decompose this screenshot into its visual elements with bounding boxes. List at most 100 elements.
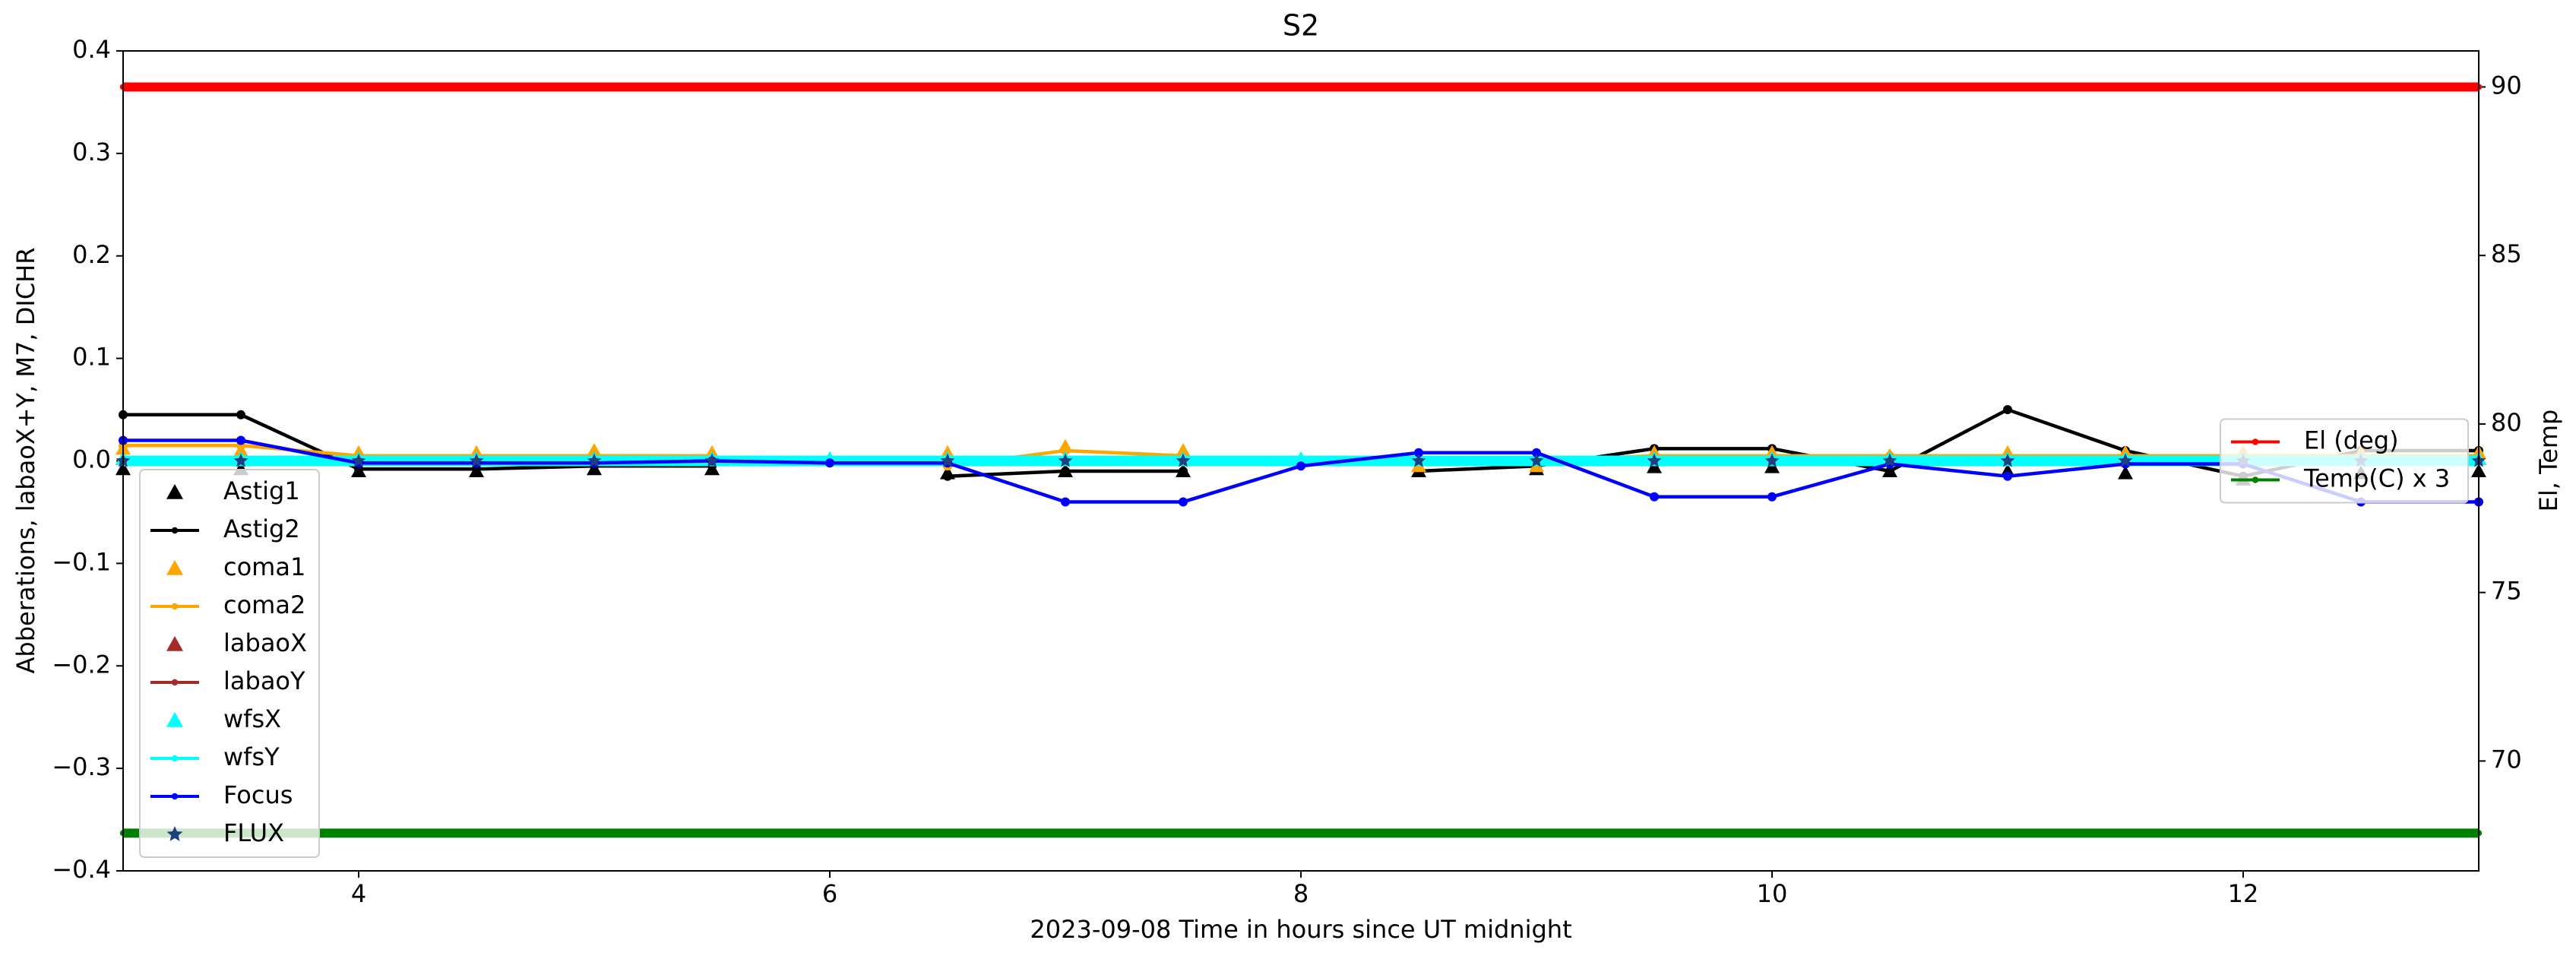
marker [1179, 84, 1187, 90]
marker [355, 84, 362, 90]
marker [944, 84, 951, 90]
y2-tick-label: 90 [2491, 71, 2522, 100]
y-tick-label: 0.3 [72, 138, 111, 166]
marker [1767, 492, 1777, 502]
marker [826, 84, 834, 90]
y-tick-label: −0.1 [52, 547, 111, 576]
y-axis-label: Abberations, labaoX+Y, M7, DICHR [11, 248, 40, 674]
marker [1650, 84, 1658, 90]
marker [2122, 830, 2129, 837]
legend-label: FLUX [223, 818, 284, 847]
marker [2003, 471, 2012, 481]
marker [1647, 459, 1662, 473]
marker [1885, 466, 1894, 476]
marker [171, 679, 179, 686]
marker [171, 793, 179, 800]
marker [708, 830, 716, 837]
y2-tick-label: 85 [2491, 239, 2522, 268]
marker [1768, 84, 1776, 90]
legend: Astig1 Astig2 coma1 coma2 labaoX labaoY wfsX wf… [139, 469, 320, 858]
y-tick-label: −0.2 [52, 650, 111, 679]
marker [1061, 497, 1070, 507]
x-axis-label: 2023-09-08 Time in hours since UT midnig… [1030, 915, 1571, 944]
y-tick-label: 0.1 [72, 343, 111, 372]
series [119, 828, 2483, 838]
x-tick-label: 10 [1757, 879, 1788, 908]
marker [355, 830, 362, 837]
marker [1176, 453, 1191, 467]
marker [1296, 461, 1305, 471]
series [119, 82, 2483, 92]
marker [708, 84, 716, 90]
plot-frame [122, 50, 2479, 872]
marker [1650, 830, 1658, 837]
marker [166, 484, 183, 499]
marker [2239, 830, 2247, 837]
x-tick-label: 4 [351, 879, 366, 908]
marker [2003, 405, 2012, 415]
marker [469, 453, 484, 467]
marker [1533, 830, 1540, 837]
marker [1415, 84, 1422, 90]
marker [166, 636, 183, 651]
marker [1415, 830, 1422, 837]
marker [1532, 448, 1541, 457]
marker [236, 410, 245, 419]
y2-tick-label: 70 [2491, 745, 2522, 774]
marker [2252, 438, 2259, 445]
marker [171, 755, 179, 762]
legend-label: Focus [223, 780, 293, 809]
legend-label: coma2 [223, 590, 305, 619]
marker [166, 712, 183, 727]
marker [2118, 453, 2133, 467]
marker [233, 453, 248, 467]
marker [1179, 466, 1188, 476]
marker [1529, 453, 1544, 467]
marker [944, 830, 951, 837]
legend-label: Astig2 [223, 514, 300, 543]
marker [587, 453, 602, 467]
marker [1764, 453, 1780, 467]
legend-label: coma1 [223, 552, 305, 581]
marker [1062, 84, 1069, 90]
marker [473, 84, 480, 90]
marker [1414, 448, 1423, 457]
y-tick-label: −0.3 [52, 752, 111, 781]
marker [940, 453, 955, 467]
y-tick-label: 0.0 [72, 445, 111, 474]
legend-box [139, 469, 320, 858]
marker [1058, 453, 1073, 467]
marker [2357, 830, 2365, 837]
marker [704, 453, 720, 467]
x-tick-label: 8 [1293, 879, 1309, 908]
legend-label: wfsX [223, 704, 281, 733]
marker [171, 527, 179, 534]
marker [943, 471, 952, 481]
x-tick-label: 12 [2228, 879, 2259, 908]
marker [1062, 830, 1069, 837]
y-tick-label: 0.2 [72, 240, 111, 269]
legend-label: Temp(C) x 3 [2303, 464, 2450, 493]
marker [2004, 84, 2011, 90]
legend-label: labaoX [223, 628, 307, 657]
y2-axis-label: El, Temp [2534, 410, 2563, 512]
legend: El (deg) Temp(C) x 3 [2220, 418, 2469, 504]
marker [1179, 830, 1187, 837]
marker [1650, 492, 1659, 502]
marker [1297, 84, 1305, 90]
marker [2118, 465, 2133, 480]
marker [473, 830, 480, 837]
marker [1061, 466, 1070, 476]
marker [166, 826, 183, 841]
marker [2239, 84, 2247, 90]
marker [1297, 830, 1305, 837]
marker [2252, 476, 2259, 483]
marker [1764, 459, 1780, 473]
marker [351, 453, 366, 467]
legend-label: labaoY [223, 666, 305, 695]
marker [1179, 497, 1188, 507]
x-tick-label: 6 [822, 879, 837, 908]
legend-box [2220, 418, 2469, 504]
